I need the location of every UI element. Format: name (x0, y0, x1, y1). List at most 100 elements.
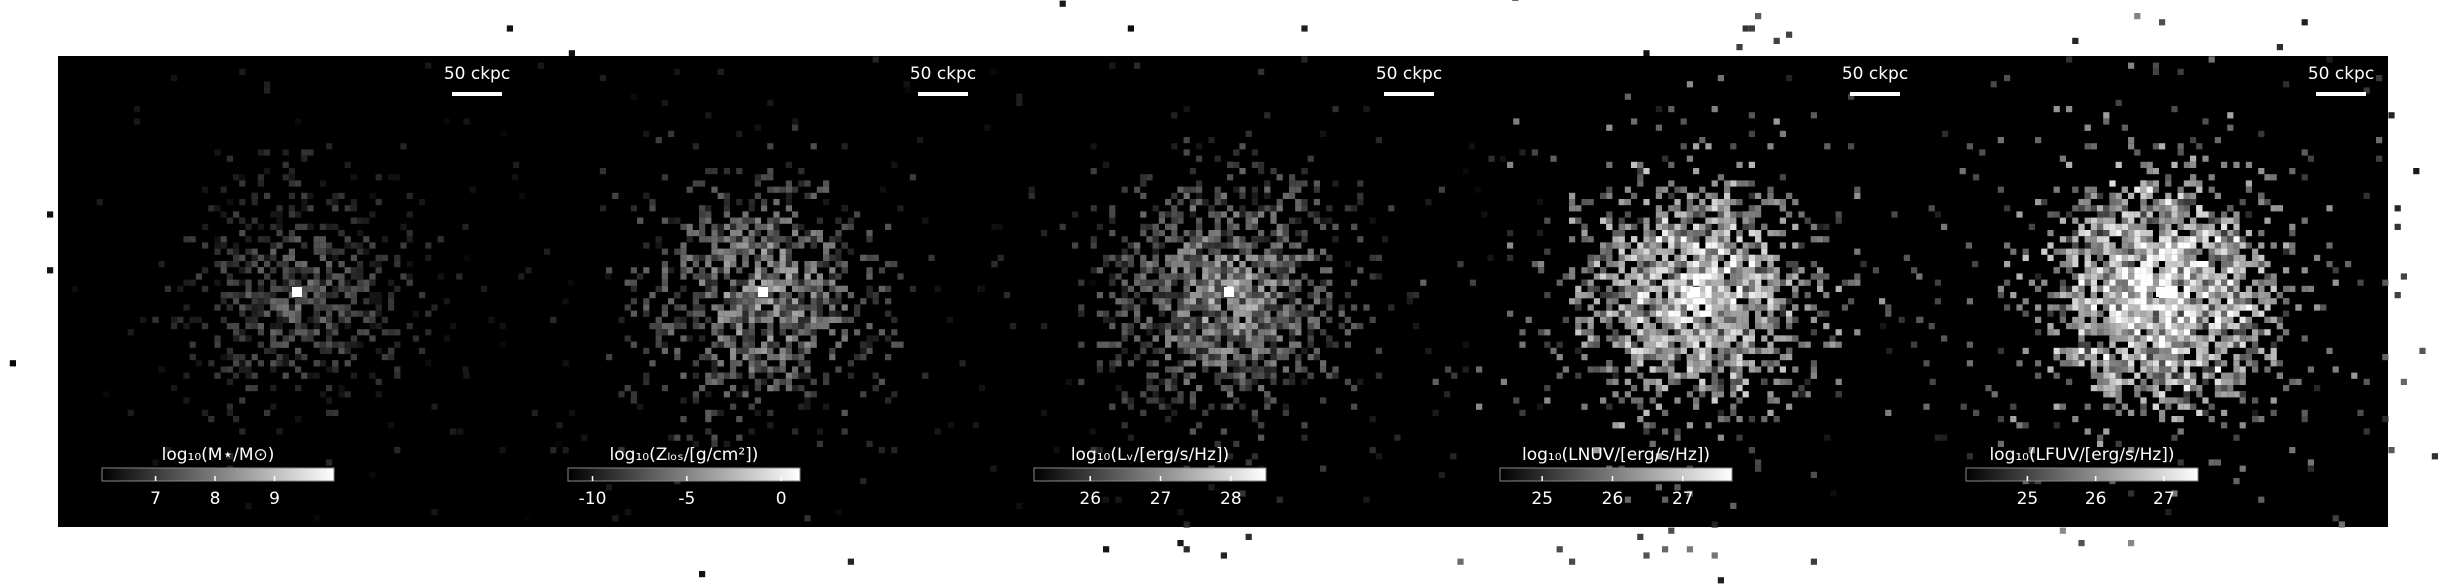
pixel (171, 316, 178, 323)
pixel (1717, 360, 1724, 367)
pixel (1264, 403, 1271, 410)
pixel (1140, 323, 1147, 330)
pixel (1724, 416, 1731, 423)
pixel (1773, 347, 1780, 354)
pixel (1239, 186, 1246, 193)
pixel (872, 56, 879, 63)
pixel (804, 329, 811, 336)
pixel (1717, 205, 1724, 212)
pixel (1637, 279, 1644, 286)
pixel (326, 199, 333, 206)
pixel (1724, 205, 1731, 212)
pixel (1624, 254, 1631, 261)
pixel (1202, 285, 1209, 292)
pixel (661, 217, 668, 224)
pixel (1736, 372, 1743, 379)
pixel (1767, 347, 1774, 354)
pixel (1519, 149, 1526, 156)
pixel (357, 230, 364, 237)
pixel (1264, 192, 1271, 199)
pixel (990, 68, 997, 75)
pixel (276, 298, 283, 305)
pixel (419, 199, 426, 206)
pixel (835, 230, 842, 237)
pixel (189, 236, 196, 243)
pixel (1730, 304, 1737, 311)
pixel (1674, 199, 1681, 206)
pixel (748, 242, 755, 249)
pixel (1668, 248, 1675, 255)
pixel (779, 316, 786, 323)
pixel (1103, 161, 1110, 168)
pixel (1183, 192, 1190, 199)
pixel (1189, 329, 1196, 336)
pixel (1637, 180, 1644, 187)
pixel (730, 223, 737, 230)
pixel (804, 279, 811, 286)
pixel (1196, 316, 1203, 323)
pixel (1196, 323, 1203, 330)
pixel (500, 130, 507, 137)
pixel (1233, 149, 1240, 156)
pixel (1748, 211, 1755, 218)
pixel (388, 279, 395, 286)
pixel (1631, 254, 1638, 261)
pixel (1600, 248, 1607, 255)
pixel (699, 211, 706, 218)
pixel (1189, 273, 1196, 280)
pixel (319, 391, 326, 398)
pixel (1307, 323, 1314, 330)
pixel (2301, 267, 2308, 274)
pixel (1562, 366, 1569, 373)
pixel (1420, 279, 1427, 286)
pixel (711, 267, 718, 274)
pixel (785, 192, 792, 199)
pixel (655, 242, 662, 249)
pixel (375, 174, 382, 181)
pixel (257, 223, 264, 230)
pixel (202, 267, 209, 274)
pixel (462, 366, 469, 373)
pixel (959, 360, 966, 367)
pixel (1717, 577, 1724, 584)
pixel (1593, 298, 1600, 305)
pixel (1600, 254, 1607, 261)
pixel (1854, 329, 1861, 336)
pixel (785, 236, 792, 243)
pixel (1189, 168, 1196, 175)
pixel (2066, 304, 2073, 311)
pixel (1214, 354, 1221, 361)
pixel (1544, 341, 1551, 348)
pixel (1767, 254, 1774, 261)
pixel (885, 223, 892, 230)
pixel (1742, 360, 1749, 367)
pixel (326, 310, 333, 317)
pixel (1569, 298, 1576, 305)
pixel (1320, 248, 1327, 255)
pixel (699, 267, 706, 274)
pixel (1711, 279, 1718, 286)
pixel (1251, 261, 1258, 268)
pixel (1680, 273, 1687, 280)
pixel (214, 205, 221, 212)
pixel (1668, 347, 1675, 354)
pixel (1251, 236, 1258, 243)
pixel (1177, 329, 1184, 336)
pixel (692, 304, 699, 311)
pixel (1606, 285, 1613, 292)
pixel (655, 335, 662, 342)
pixel (1270, 230, 1277, 237)
pixel (189, 279, 196, 286)
pixel (1699, 230, 1706, 237)
pixel (1183, 360, 1190, 367)
pixel (357, 261, 364, 268)
pixel (730, 372, 737, 379)
pixel (357, 217, 364, 224)
pixel (1699, 329, 1706, 336)
pixel (1227, 174, 1234, 181)
pixel (841, 223, 848, 230)
pixel (1189, 261, 1196, 268)
pixel (1662, 366, 1669, 373)
pixel (1779, 310, 1786, 317)
pixel (630, 205, 637, 212)
